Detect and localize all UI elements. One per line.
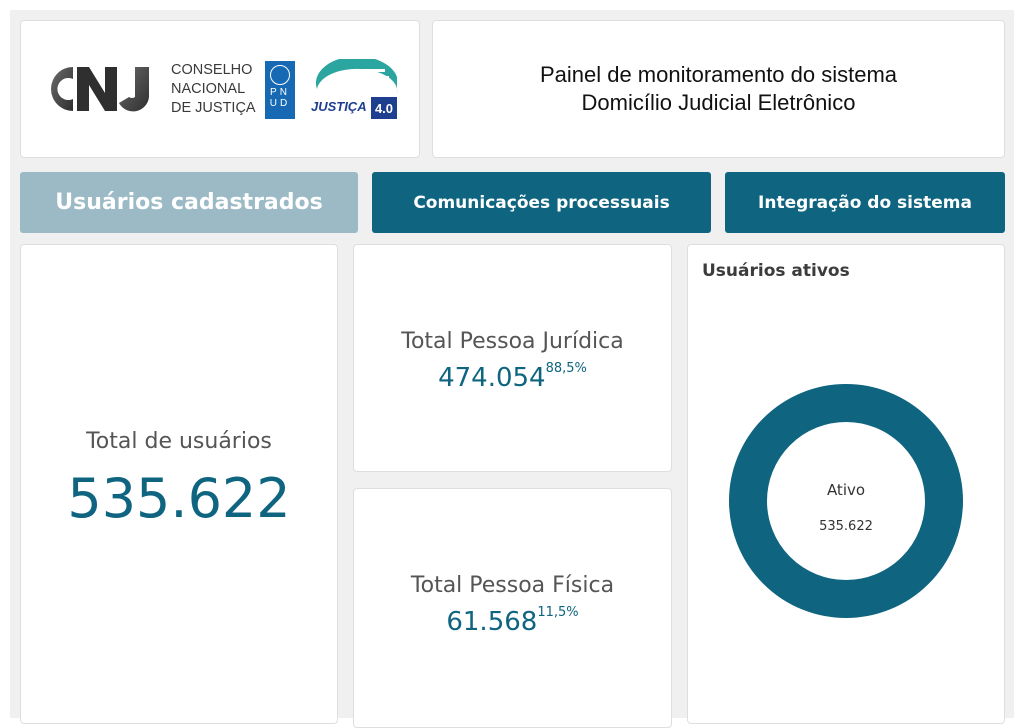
pessoa-fisica-percent: 11,5% xyxy=(537,605,579,620)
pnud-letter: P xyxy=(270,87,280,98)
page-title-line2: Domicílio Judicial Eletrônico xyxy=(581,90,856,115)
org-name-line: DE JUSTIÇA xyxy=(171,100,256,116)
org-name-line: CONSELHO xyxy=(171,62,253,78)
pessoa-fisica-card: Total Pessoa Física 61.56811,5% xyxy=(353,488,672,728)
page-title-line1: Painel de monitoramento do sistema xyxy=(539,62,898,87)
active-users-title: Usuários ativos xyxy=(702,261,850,281)
total-users-value: 535.622 xyxy=(67,467,291,530)
cnj-logo-icon xyxy=(51,67,149,112)
pessoa-juridica-value: 474.054 xyxy=(438,363,546,393)
justica-version: 4.0 xyxy=(375,101,393,116)
org-name-line: NACIONAL xyxy=(171,81,246,97)
total-users-card: Total de usuários 535.622 xyxy=(20,244,338,724)
pnud-letter: N xyxy=(279,87,290,98)
tab-integracao-do-sistema[interactable]: Integração do sistema xyxy=(725,172,1005,233)
un-emblem-icon xyxy=(270,65,290,85)
total-users-label: Total de usuários xyxy=(86,429,272,454)
org-name: CONSELHO NACIONAL DE JUSTIÇA xyxy=(171,61,256,118)
justica-40-logo-icon: JUSTIÇA 4.0 xyxy=(311,59,398,119)
tab-usuarios-cadastrados[interactable]: Usuários cadastrados xyxy=(20,172,358,233)
title-card: Painel de monitoramento do sistema Domic… xyxy=(432,20,1005,158)
donut-center-value: 535.622 xyxy=(819,519,873,534)
logo-card: CONSELHO NACIONAL DE JUSTIÇA PN UD JUSTI… xyxy=(20,20,420,158)
justica-logo-text: JUSTIÇA xyxy=(311,99,367,114)
pnud-letters: PN UD xyxy=(265,87,295,109)
pessoa-juridica-value-line: 474.05488,5% xyxy=(354,361,671,393)
pessoa-fisica-value-line: 61.56811,5% xyxy=(354,605,671,637)
pessoa-fisica-label: Total Pessoa Física xyxy=(410,573,615,598)
pessoa-juridica-percent: 88,5% xyxy=(545,361,587,376)
pessoa-juridica-label: Total Pessoa Jurídica xyxy=(401,329,624,354)
pnud-logo: PN UD xyxy=(265,61,295,119)
active-users-card: Usuários ativos Ativo 535.622 xyxy=(687,244,1005,724)
active-users-donut-chart: Ativo 535.622 xyxy=(729,384,963,618)
pnud-letter: U xyxy=(269,98,280,109)
donut-slice-ativo[interactable] xyxy=(729,384,963,618)
tab-comunicacoes-processuais[interactable]: Comunicações processuais xyxy=(372,172,711,233)
pnud-letter: D xyxy=(280,98,291,109)
donut-center-label: Ativo xyxy=(827,481,865,499)
pessoa-fisica-value: 61.568 xyxy=(446,607,538,637)
pessoa-juridica-card: Total Pessoa Jurídica 474.05488,5% xyxy=(353,244,672,472)
donut-slices xyxy=(729,384,963,618)
